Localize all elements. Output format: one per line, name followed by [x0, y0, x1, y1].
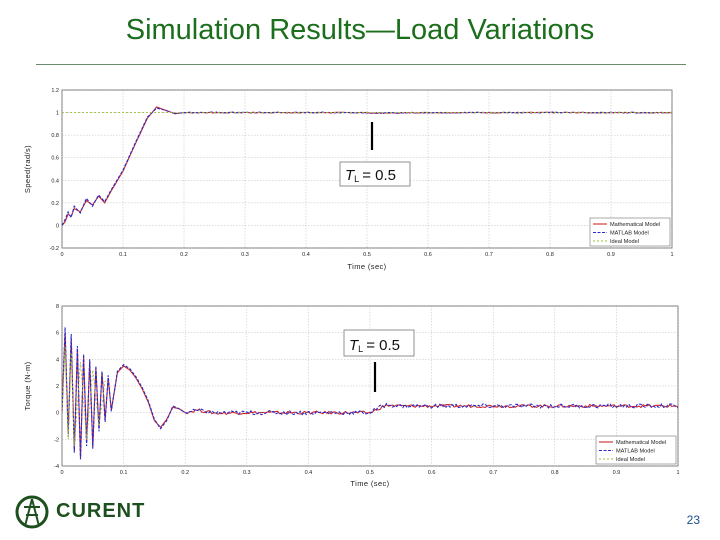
x-tick-label: 0.1 — [120, 470, 128, 476]
x-tick-label: 1 — [676, 470, 679, 476]
y-tick-label: 1 — [56, 111, 59, 117]
x-tick-label: 0.5 — [363, 252, 371, 258]
x-tick-label: 0.3 — [243, 470, 251, 476]
y-tick-label: -4 — [54, 464, 59, 470]
y-tick-label: 0.4 — [51, 178, 59, 184]
legend-entry: Ideal Model — [610, 239, 639, 245]
y-tick-label: 6 — [56, 331, 59, 337]
x-axis-label: Time (sec) — [347, 262, 386, 271]
curent-logo: CURENT — [14, 494, 144, 530]
legend-entry: Ideal Model — [616, 457, 645, 463]
x-tick-label: 1 — [670, 252, 673, 258]
annotation-symbol: T — [349, 337, 360, 354]
annotation-box — [339, 161, 411, 187]
y-tick-label: 1.2 — [51, 88, 59, 94]
y-tick-label: -2 — [54, 437, 59, 443]
x-tick-label: 0.2 — [180, 252, 188, 258]
annotation-subscript: L — [354, 174, 359, 184]
x-tick-label: 0 — [60, 470, 63, 476]
x-tick-label: 0.3 — [241, 252, 249, 258]
y-tick-label: 2 — [56, 384, 59, 390]
logo-text: CURENT — [56, 500, 146, 522]
annotation-value: = 0.5 — [362, 167, 396, 184]
x-axis-label: Time (sec) — [350, 479, 389, 488]
y-tick-label: 8 — [56, 304, 59, 310]
y-axis-label: Torque (N-m) — [23, 361, 32, 410]
y-tick-label: -0.2 — [50, 246, 59, 252]
load-annotation: TL = 0.5 — [339, 122, 411, 187]
x-tick-label: 0.9 — [607, 252, 615, 258]
slide-title: Simulation Results—Load Variations — [125, 14, 595, 46]
x-tick-label: 0.8 — [551, 470, 559, 476]
legend: Mathematical Model MATLAB Model Ideal Mode… — [589, 217, 671, 247]
annotation-text: TL = 0.5 — [349, 337, 400, 354]
series-line-ideal-model — [62, 345, 106, 447]
legend-entry: MATLAB Model — [616, 449, 655, 455]
y-tick-label: 0.8 — [51, 133, 59, 139]
torque-chart: 0 0.1 0.2 0.3 0.4 0.5 0.6 0.7 0.8 0.9 1 -4 -2 0 2 4 6 8 Ti… — [23, 304, 680, 488]
y-tick-label: 0 — [56, 411, 59, 417]
y-tick-label: 0 — [56, 223, 59, 229]
series-line-matlab-model — [62, 327, 678, 460]
annotation-value: = 0.5 — [366, 337, 400, 354]
x-tick-label: 0.1 — [119, 252, 127, 258]
speed-chart: 0 0.1 0.2 0.3 0.4 0.5 0.6 0.7 0.8 0.9 1-0.200.20.4… — [23, 88, 674, 271]
legend-entry: MATLAB Model — [610, 231, 649, 237]
y-tick-label: 0.2 — [51, 201, 59, 207]
y-axis-label: Speed(rad/s) — [23, 145, 32, 193]
load-annotation: TL = 0.5 — [343, 329, 415, 392]
x-tick-label: 0.9 — [613, 470, 621, 476]
x-tick-label: 0.6 — [424, 252, 432, 258]
annotation-symbol: T — [345, 167, 356, 184]
x-tick-label: 0.4 — [302, 252, 310, 258]
annotation-box — [343, 329, 415, 357]
x-tick-label: 0.4 — [305, 470, 313, 476]
x-tick-label: 0.7 — [489, 470, 497, 476]
x-tick-label: 0.8 — [546, 252, 554, 258]
legend-entry: Mathematical Model — [610, 222, 660, 228]
series-line-matlab-model — [62, 107, 672, 226]
x-tick-label: 0.6 — [428, 470, 436, 476]
tower-icon — [15, 495, 49, 529]
annotation-text: TL = 0.5 — [345, 167, 396, 184]
annotation-subscript: L — [358, 344, 363, 354]
legend: Mathematical Model MATLAB Model Ideal Mode… — [595, 435, 677, 465]
y-tick-label: 4 — [56, 357, 59, 363]
x-tick-label: 0.5 — [366, 470, 374, 476]
x-tick-label: 0 — [60, 252, 63, 258]
page-number: 23 — [686, 513, 700, 527]
legend-entry: Mathematical Model — [616, 440, 666, 446]
x-tick-label: 0.7 — [485, 252, 493, 258]
x-tick-label: 0.2 — [181, 470, 189, 476]
y-tick-label: 0.6 — [51, 156, 59, 162]
title-divider — [36, 64, 686, 65]
